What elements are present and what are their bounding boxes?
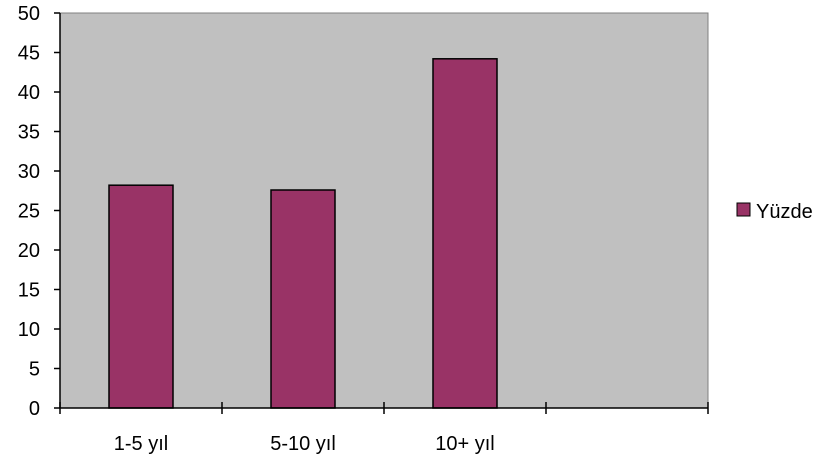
legend-label: Yüzde — [756, 201, 813, 223]
y-tick-label-7: 35 — [18, 122, 40, 144]
y-axis: 0 5 10 15 20 25 30 35 40 45 50 — [18, 3, 61, 420]
y-tick-label-8: 40 — [18, 82, 40, 104]
y-tick-label-5: 25 — [18, 201, 40, 223]
x-tick-label-1: 5-10 yıl — [270, 433, 336, 455]
y-tick-label-3: 15 — [18, 280, 40, 302]
y-tick-label-6: 30 — [18, 161, 40, 183]
bar-1 — [270, 189, 336, 409]
y-tick-label-1: 5 — [29, 359, 40, 381]
y-tick-label-2: 10 — [18, 319, 40, 341]
x-axis: 1-5 yıl 5-10 yıl 10+ yıl — [59, 402, 709, 455]
y-tick-label-10: 50 — [18, 3, 40, 25]
legend-swatch — [736, 202, 751, 217]
x-tick-label-2: 10+ yıl — [435, 433, 494, 455]
bar-2 — [432, 58, 498, 409]
bars-group — [108, 58, 498, 409]
legend: Yüzde — [736, 201, 813, 223]
y-tick-label-4: 20 — [18, 240, 40, 262]
y-tick-label-9: 45 — [18, 43, 40, 65]
y-tick-label-0: 0 — [29, 398, 40, 420]
x-tick-label-0: 1-5 yıl — [114, 433, 168, 455]
bar-0 — [108, 184, 174, 409]
